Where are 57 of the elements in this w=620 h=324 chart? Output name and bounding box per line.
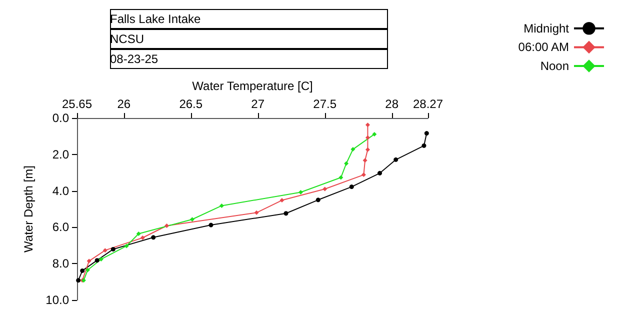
point bbox=[94, 258, 100, 263]
point bbox=[350, 147, 356, 152]
point bbox=[151, 235, 156, 240]
point bbox=[164, 223, 170, 228]
y-tick-label: 10.0 bbox=[46, 293, 70, 307]
x-tick-label: 28 bbox=[385, 97, 399, 111]
point bbox=[344, 161, 349, 166]
point bbox=[424, 131, 429, 136]
point bbox=[280, 198, 284, 203]
point bbox=[190, 217, 194, 222]
point bbox=[298, 190, 303, 195]
point bbox=[362, 158, 368, 163]
point bbox=[365, 135, 370, 140]
point bbox=[208, 222, 214, 228]
point bbox=[361, 172, 366, 178]
x-axis-title: Water Temperature [C] bbox=[192, 79, 313, 93]
point bbox=[219, 203, 224, 208]
point bbox=[365, 147, 370, 152]
point bbox=[322, 186, 328, 192]
point bbox=[80, 268, 85, 273]
y-tick-label: 8.0 bbox=[52, 256, 70, 271]
y-tick-label: 6.0 bbox=[52, 220, 70, 234]
point bbox=[76, 278, 81, 283]
legend-label: Midnight bbox=[524, 21, 570, 36]
point bbox=[284, 211, 288, 216]
point bbox=[85, 268, 90, 272]
y-tick-label: 2.0 bbox=[52, 147, 70, 162]
point bbox=[316, 198, 320, 202]
point bbox=[394, 157, 398, 162]
point bbox=[102, 248, 108, 253]
text: 08-23-25 bbox=[110, 52, 158, 66]
x-tick-label: 25.65 bbox=[62, 97, 92, 111]
chart-title: Falls Lake Intake bbox=[110, 12, 202, 26]
point bbox=[349, 184, 354, 190]
point bbox=[372, 132, 377, 136]
point bbox=[136, 232, 141, 236]
point bbox=[338, 175, 344, 180]
point bbox=[110, 246, 116, 252]
x-tick-label: 26 bbox=[117, 97, 131, 111]
y-tick-label: 4.0 bbox=[52, 184, 70, 198]
chart-subtitle: NCSU bbox=[110, 32, 144, 46]
y-tick-label: 0.0 bbox=[52, 111, 70, 125]
point bbox=[422, 143, 426, 148]
point bbox=[124, 244, 129, 248]
point bbox=[86, 258, 92, 264]
legend-label: Noon bbox=[540, 59, 569, 73]
x-tick-label: 26.5 bbox=[179, 97, 203, 111]
point bbox=[365, 122, 370, 128]
x-tick-label: 27.5 bbox=[313, 97, 337, 111]
point bbox=[98, 256, 104, 262]
x-tick-label: 28.27 bbox=[412, 97, 444, 111]
y-axis-title: Water Depth [m] bbox=[22, 166, 36, 252]
point bbox=[378, 170, 382, 176]
x-tick-label: 27 bbox=[251, 97, 265, 111]
point bbox=[140, 236, 145, 240]
legend-label: 06:00 AM bbox=[518, 40, 569, 54]
point bbox=[254, 210, 259, 215]
